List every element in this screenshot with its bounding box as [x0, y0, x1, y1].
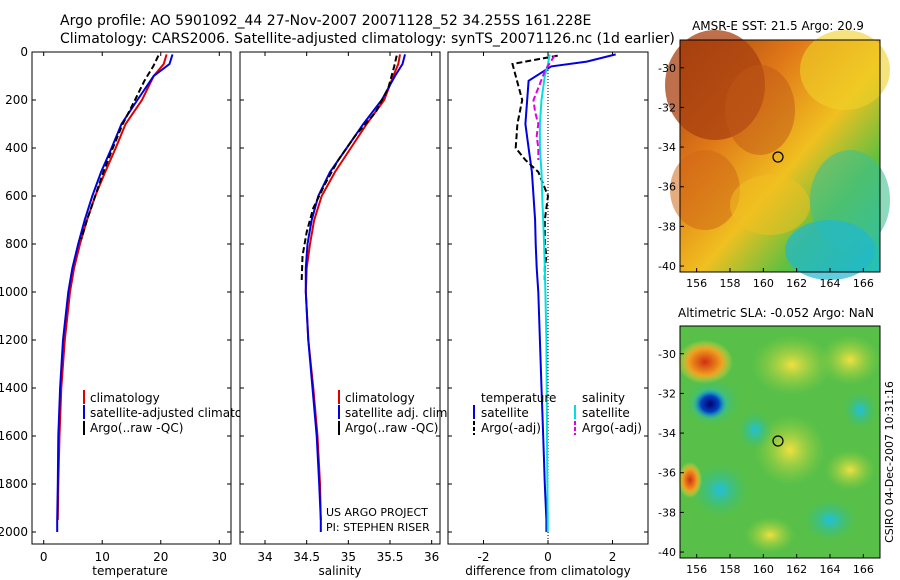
map-x-tick-label: 156 — [686, 277, 707, 290]
series-line-satellite — [524, 53, 616, 532]
temperature-legend: climatology satellite-adjusted climatolo… — [83, 390, 268, 435]
series-line-satellite-adj-clim- — [304, 54, 406, 532]
map-x-tick-label: 162 — [786, 277, 807, 290]
x-tick-label: -2 — [477, 550, 489, 564]
map-y-tick-label: -30 — [658, 62, 676, 75]
legend-temp-satellite: satellite — [481, 406, 529, 420]
series-line-argo-raw-qc- — [300, 55, 398, 281]
series-line-argo-raw-qc- — [80, 55, 160, 240]
y-tick-label: 400 — [5, 141, 28, 155]
legend-climatology: climatology — [345, 391, 415, 405]
legend-sal-satellite: satellite — [582, 406, 630, 420]
map-x-tick-label: 166 — [853, 277, 874, 290]
series-line-climatology — [56, 54, 168, 521]
map-x-tick-label: 156 — [686, 563, 707, 576]
temperature-xlabel: temperature — [92, 564, 167, 578]
salinity-xlabel: salinity — [318, 564, 361, 578]
map-x-tick-label: 164 — [820, 563, 841, 576]
legend-argo: Argo(..raw -QC) — [90, 421, 183, 435]
y-tick-label: 200 — [5, 93, 28, 107]
difference-panel: -2 0 2 difference from climatology tempera… — [447, 51, 649, 578]
series-line-argo-adj- — [511, 54, 558, 280]
x-tick-label: 0 — [40, 550, 48, 564]
x-tick-label: 35.5 — [377, 550, 404, 564]
x-tick-label: 30 — [212, 550, 227, 564]
x-tick-label: 34.5 — [293, 550, 320, 564]
map-y-tick-label: -34 — [658, 141, 676, 154]
x-tick-label: 35 — [341, 550, 356, 564]
legend-satellite-adjusted: satellite-adjusted climatology — [90, 406, 268, 420]
y-tick-label: 1600 — [0, 429, 28, 443]
header-line-1: Argo profile: AO 5901092_44 27-Nov-2007 … — [60, 13, 591, 29]
y-tick-label: 1400 — [0, 381, 28, 395]
sst-map-title: AMSR-E SST: 21.5 Argo: 20.9 — [692, 19, 864, 33]
legend-salinity-header: salinity — [582, 391, 625, 405]
y-tick-label: 600 — [5, 189, 28, 203]
y-tick-label: 1200 — [0, 333, 28, 347]
salinity-panel: 34 34.5 35 35.5 36 salinity climatology sate… — [239, 51, 451, 578]
y-tick-label: 0 — [20, 45, 28, 59]
map-x-tick-label: 160 — [753, 277, 774, 290]
x-tick-label: 10 — [95, 550, 110, 564]
map-x-tick-label: 158 — [720, 563, 741, 576]
difference-xlabel: difference from climatology — [465, 564, 631, 578]
map-y-tick-label: -36 — [658, 181, 676, 194]
header-line-2: Climatology: CARS2006. Satellite-adjuste… — [60, 31, 675, 47]
sst-map: AMSR-E SST: 21.5 Argo: 20.9 156 158 160 162… — [658, 19, 890, 290]
series-line-satellite-adjusted-climatology — [56, 54, 174, 532]
sst-argo-marker — [772, 151, 784, 163]
y-tick-label: 800 — [5, 237, 28, 251]
map-x-tick-label: 166 — [853, 563, 874, 576]
legend-satellite-adj: satellite adj. clim. — [345, 406, 451, 420]
x-tick-label: 36 — [424, 550, 439, 564]
sla-map-title: Altimetric SLA: -0.052 Argo: NaN — [678, 306, 874, 320]
project-annotation: US ARGO PROJECT — [326, 506, 428, 519]
map-y-tick-label: -36 — [658, 467, 676, 480]
legend-sal-argo: Argo(-adj) — [582, 421, 642, 435]
legend-argo: Argo(..raw -QC) — [345, 421, 438, 435]
temperature-panel: 0 200 400 600 800 1000 1200 1400 1600 1800 2000 0 10… — [0, 45, 268, 578]
sla-argo-marker — [772, 435, 784, 447]
x-tick-label: 20 — [153, 550, 168, 564]
map-y-tick-label: -34 — [658, 427, 676, 440]
map-y-tick-label: -40 — [658, 546, 676, 559]
x-tick-label: 0 — [544, 550, 552, 564]
series-line-argo-adj- — [532, 55, 556, 160]
y-tick-label: 1000 — [0, 285, 28, 299]
pi-annotation: PI: STEPHEN RISER — [326, 521, 430, 534]
y-tick-label: 2000 — [0, 525, 28, 539]
map-y-tick-label: -32 — [658, 101, 676, 114]
legend-temperature-header: temperature — [481, 391, 556, 405]
map-y-tick-label: -38 — [658, 506, 676, 519]
map-x-tick-label: 162 — [786, 563, 807, 576]
map-y-tick-label: -40 — [658, 260, 676, 273]
y-tick-label: 1800 — [0, 477, 28, 491]
legend-temp-argo: Argo(-adj) — [481, 421, 541, 435]
difference-legend: temperature satellite Argo(-adj) salinit… — [473, 391, 642, 435]
x-tick-label: 2 — [609, 550, 617, 564]
series-line-satellite — [538, 54, 551, 532]
map-x-tick-label: 160 — [753, 563, 774, 576]
legend-climatology: climatology — [90, 391, 160, 405]
side-timestamp: CSIRO 04-Dec-2007 10:31:16 — [883, 381, 896, 543]
map-x-tick-label: 164 — [820, 277, 841, 290]
x-tick-label: 34 — [257, 550, 272, 564]
map-y-tick-label: -38 — [658, 220, 676, 233]
map-y-tick-label: -32 — [658, 387, 676, 400]
sla-map: Altimetric SLA: -0.052 Argo: NaN 156 158 1… — [658, 306, 881, 576]
salinity-legend: climatology satellite adj. clim. Argo(..… — [338, 390, 451, 435]
map-x-tick-label: 158 — [720, 277, 741, 290]
map-y-tick-label: -30 — [658, 348, 676, 361]
